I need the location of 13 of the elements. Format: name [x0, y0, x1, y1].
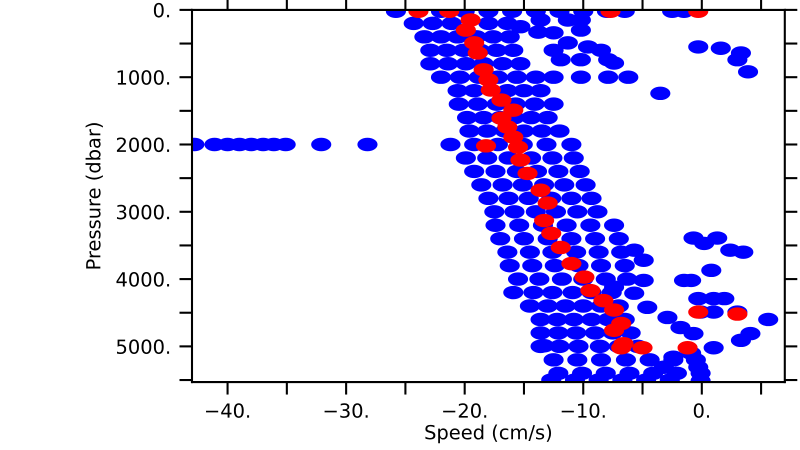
- x-tick-label: −20.: [443, 403, 486, 418]
- y-tick-label: 1000.: [118, 70, 170, 85]
- y-tick-label: 3000.: [116, 204, 170, 220]
- x-tick-label: 0.: [694, 403, 709, 418]
- y-tick-label: 5000.: [117, 339, 170, 354]
- x-tick-label: −10.: [562, 403, 605, 418]
- y-tick-label: 4000.: [116, 272, 170, 287]
- y-tick-label: 2000.: [116, 137, 170, 152]
- y-axis-title: Pressure (dbar): [86, 123, 103, 269]
- y-tick-label: 0.: [154, 2, 170, 18]
- x-tick-label: −30.: [324, 403, 368, 418]
- x-tick-label: −40.: [206, 403, 250, 418]
- x-axis-title: Speed (cm/s): [425, 424, 552, 444]
